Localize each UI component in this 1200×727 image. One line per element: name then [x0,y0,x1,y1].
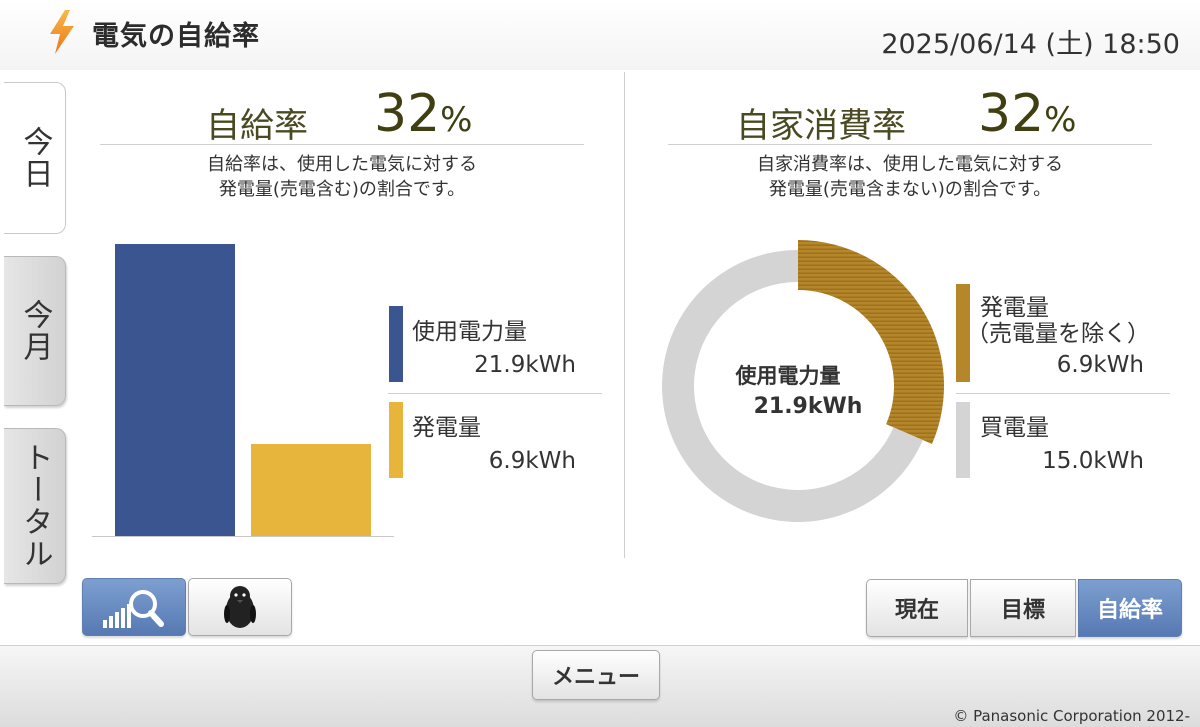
tab-today-label: 今日 [13,126,57,190]
self-sufficiency-desc-line2: 発電量(売電含む)の割合です。 [100,177,584,202]
legend-generation-label: 発電量 [412,408,481,442]
header-bar: 電気の自給率 2025/06/14 (土) 18:50 [0,0,1200,70]
self-sufficiency-number: 32 [374,84,440,144]
self-consumption-underline [668,144,1152,145]
copyright-text: © Panasonic Corporation 2012- [953,707,1190,725]
self-sufficiency-unit: % [440,100,472,140]
self-consumption-value: 32% [978,84,1076,144]
legend-separator [388,393,602,394]
legend-self-gen-value: 6.9kWh [980,352,1144,378]
datetime-display: 2025/06/14 (土) 18:50 [881,22,1180,61]
self-sufficiency-underline [100,144,584,145]
self-sufficiency-description: 自給率は、使用した電気に対する 発電量(売電含む)の割合です。 [100,152,584,202]
self-consumption-description: 自家消費率は、使用した電気に対する 発電量(売電含まない)の割合です。 [668,152,1152,202]
tab-today[interactable]: 今日 [4,82,66,234]
tab-total-label: トータル [13,442,57,570]
view-current-button[interactable]: 現在 [866,579,968,637]
penguin-icon [220,584,260,630]
panel-divider [624,72,625,558]
legend-generation-value: 6.9kWh [412,448,576,474]
legend-purchase-label: 買電量 [980,408,1049,442]
view-current-label: 現在 [895,592,939,624]
tab-total[interactable]: トータル [4,428,66,584]
legend-purchase-value: 15.0kWh [980,448,1144,474]
footer-bar: メニュー © Panasonic Corporation 2012- [0,645,1200,727]
self-consumption-desc-line1: 自家消費率は、使用した電気に対する [668,152,1152,177]
lightning-bolt-icon [44,8,80,56]
self-consumption-unit: % [1044,100,1076,140]
view-goal-label: 目標 [1001,592,1045,624]
legend-usage-value: 21.9kWh [412,352,576,378]
menu-button-label: メニュー [552,659,640,691]
legend-purchase-swatch [956,402,970,478]
view-self-sufficiency-button[interactable]: 自給率 [1078,579,1182,637]
bar-usage [115,244,235,536]
legend-generation-swatch [389,402,403,478]
tab-this-month-label: 今月 [13,299,57,363]
self-consumption-desc-line2: 発電量(売電含まない)の割合です。 [668,177,1152,202]
self-consumption-number: 32 [978,84,1044,144]
page-title: 電気の自給率 [92,14,260,53]
legend-separator-right [956,393,1170,394]
legend-self-gen-sublabel: （売電量を除く） [966,314,1150,348]
graph-zoom-button[interactable] [82,578,186,636]
self-sufficiency-label: 自給率 [206,98,308,147]
view-goal-button[interactable]: 目標 [970,579,1076,637]
donut-center-label: 使用電力量 [708,360,868,390]
bar-magnifier-icon [99,584,169,630]
legend-usage-swatch [389,306,403,382]
bar-generation [251,444,371,536]
penguin-button[interactable] [188,578,292,636]
menu-button[interactable]: メニュー [532,650,660,700]
self-sufficiency-value: 32% [374,84,472,144]
self-consumption-label: 自家消費率 [736,98,906,147]
tab-this-month[interactable]: 今月 [4,256,66,406]
view-self-sufficiency-label: 自給率 [1097,592,1163,624]
legend-usage-label: 使用電力量 [412,312,527,346]
donut-center-value: 21.9kWh [728,394,888,419]
bar-chart-baseline [92,536,394,537]
self-sufficiency-desc-line1: 自給率は、使用した電気に対する [100,152,584,177]
